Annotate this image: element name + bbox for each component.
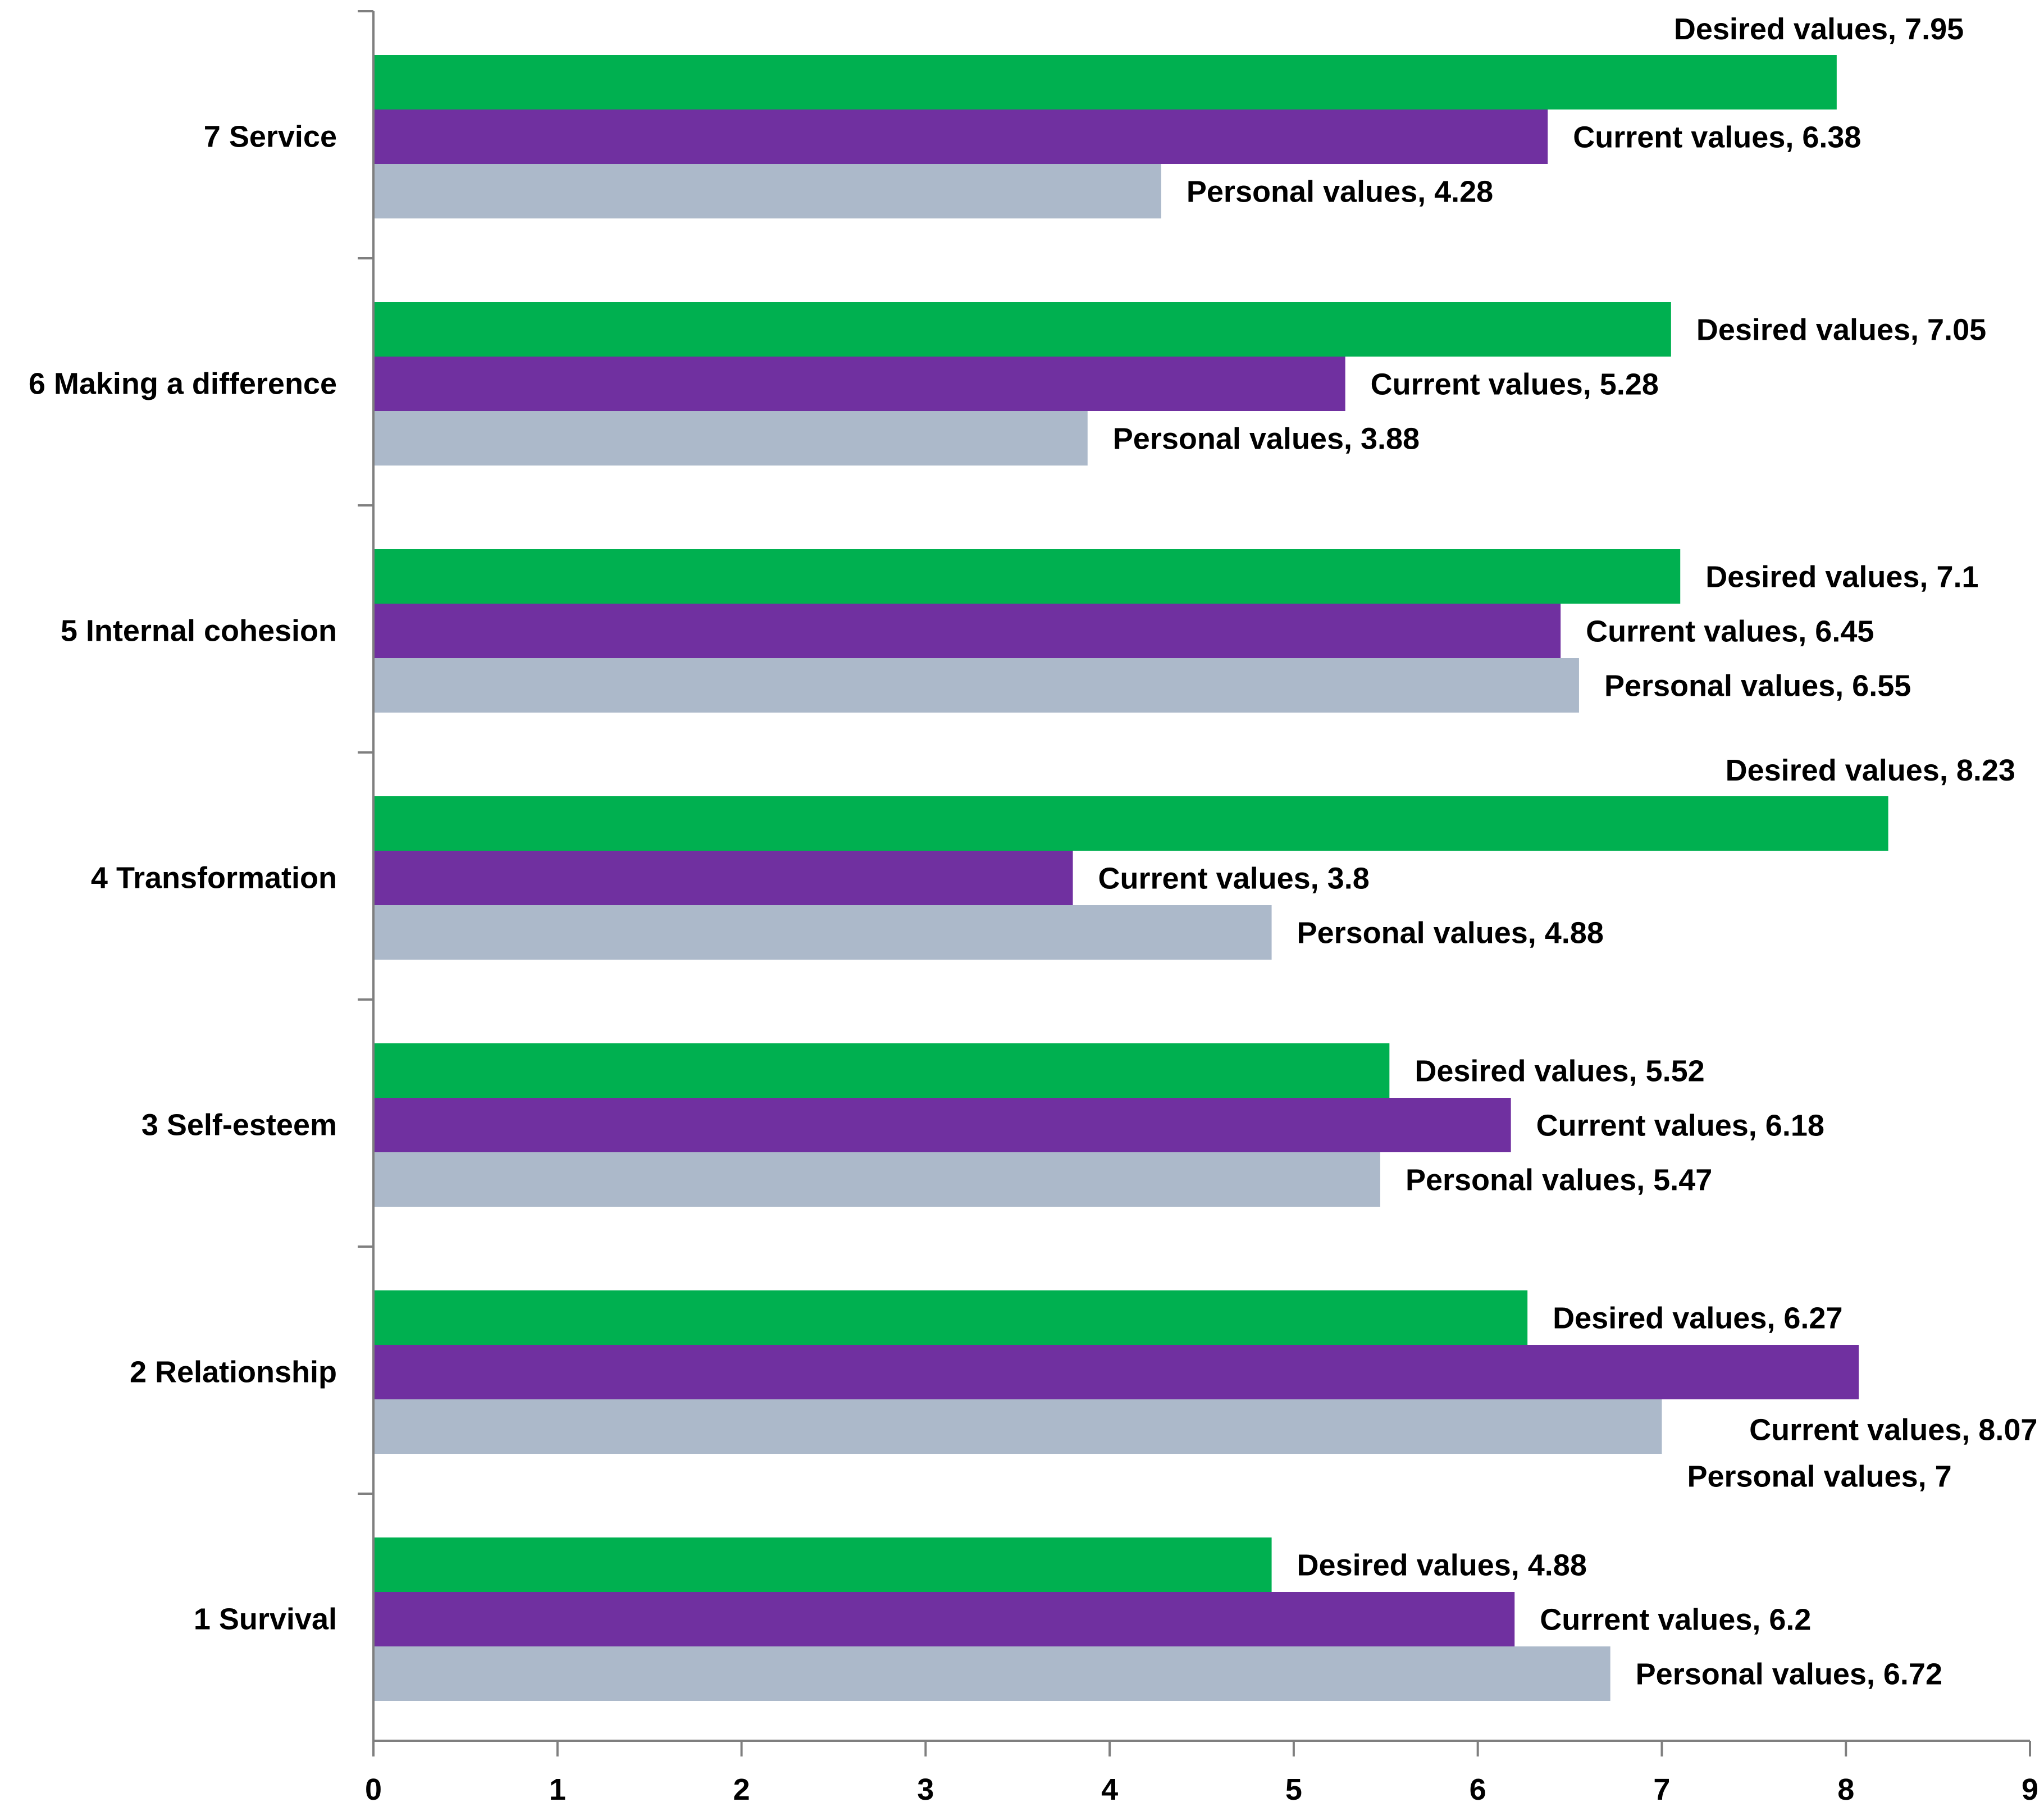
data-label-desired-values: Desired values, 7.1: [1705, 560, 1978, 594]
x-tick-label: 0: [365, 1773, 382, 1806]
category-label: 7 Service: [204, 120, 337, 154]
data-label-desired-values: Desired values, 7.95: [1674, 12, 1964, 46]
axis-layer: [358, 10, 2031, 1756]
data-label-current-values: Current values, 8.07: [1749, 1413, 2037, 1447]
bar-desired-values: [373, 302, 1671, 357]
bar-personal-values: [373, 164, 1161, 218]
data-label-personal-values: Personal values, 4.88: [1297, 916, 1604, 950]
bar-desired-values: [373, 55, 1837, 109]
data-label-personal-values: Personal values, 6.72: [1636, 1658, 1942, 1691]
labels-layer: 1 Survival Desired values, 4.88 Current va…: [29, 12, 2038, 1806]
bar-personal-values: [373, 905, 1272, 960]
x-tick-label: 2: [733, 1773, 750, 1806]
bar-desired-values: [373, 549, 1681, 604]
category-label: 3 Self-esteem: [142, 1108, 337, 1142]
data-label-personal-values: Personal values, 3.88: [1113, 422, 1420, 456]
bar-personal-values: [373, 1646, 1610, 1701]
data-label-personal-values: Personal values, 7: [1687, 1460, 1951, 1494]
category-label: 4 Transformation: [91, 861, 337, 895]
bar-desired-values: [373, 796, 1888, 851]
x-tick-label: 9: [2022, 1773, 2038, 1806]
data-label-current-values: Current values, 5.28: [1371, 368, 1659, 401]
data-label-personal-values: Personal values, 4.28: [1187, 175, 1493, 209]
data-label-desired-values: Desired values, 7.05: [1696, 313, 1986, 347]
x-tick-label: 8: [1837, 1773, 1854, 1806]
bar-current-values: [373, 1098, 1511, 1152]
bar-current-values: [373, 604, 1561, 658]
bar-desired-values: [373, 1537, 1272, 1592]
data-label-current-values: Current values, 3.8: [1098, 862, 1370, 896]
data-label-personal-values: Personal values, 6.55: [1604, 669, 1911, 703]
x-tick-label: 5: [1285, 1773, 1302, 1806]
bars-layer: [373, 55, 1888, 1701]
bar-personal-values: [373, 1152, 1380, 1207]
category-label: 5 Internal cohesion: [61, 614, 337, 648]
category-label: 6 Making a difference: [29, 367, 337, 401]
bar-current-values: [373, 1592, 1515, 1646]
bar-personal-values: [373, 1399, 1662, 1454]
data-label-desired-values: Desired values, 8.23: [1726, 754, 2015, 787]
bar-personal-values: [373, 411, 1088, 466]
data-label-current-values: Current values, 6.38: [1573, 121, 1861, 154]
category-label: 2 Relationship: [130, 1356, 337, 1389]
bar-desired-values: [373, 1043, 1390, 1098]
bar-current-values: [373, 851, 1073, 905]
data-label-current-values: Current values, 6.18: [1536, 1109, 1824, 1143]
data-label-current-values: Current values, 6.45: [1586, 615, 1874, 649]
data-label-desired-values: Desired values, 5.52: [1415, 1055, 1704, 1088]
bar-desired-values: [373, 1290, 1528, 1345]
x-tick-label: 1: [549, 1773, 566, 1806]
data-label-personal-values: Personal values, 5.47: [1406, 1163, 1712, 1197]
x-tick-label: 6: [1470, 1773, 1486, 1806]
x-tick-label: 3: [917, 1773, 934, 1806]
x-tick-label: 4: [1101, 1773, 1118, 1806]
bar-current-values: [373, 109, 1548, 164]
x-tick-label: 7: [1653, 1773, 1670, 1806]
data-label-current-values: Current values, 6.2: [1540, 1603, 1811, 1637]
bar-current-values: [373, 357, 1345, 411]
data-label-desired-values: Desired values, 6.27: [1553, 1302, 1842, 1335]
bar-personal-values: [373, 658, 1579, 713]
data-label-desired-values: Desired values, 4.88: [1297, 1549, 1587, 1582]
bar-current-values: [373, 1345, 1859, 1399]
category-label: 1 Survival: [194, 1603, 337, 1636]
